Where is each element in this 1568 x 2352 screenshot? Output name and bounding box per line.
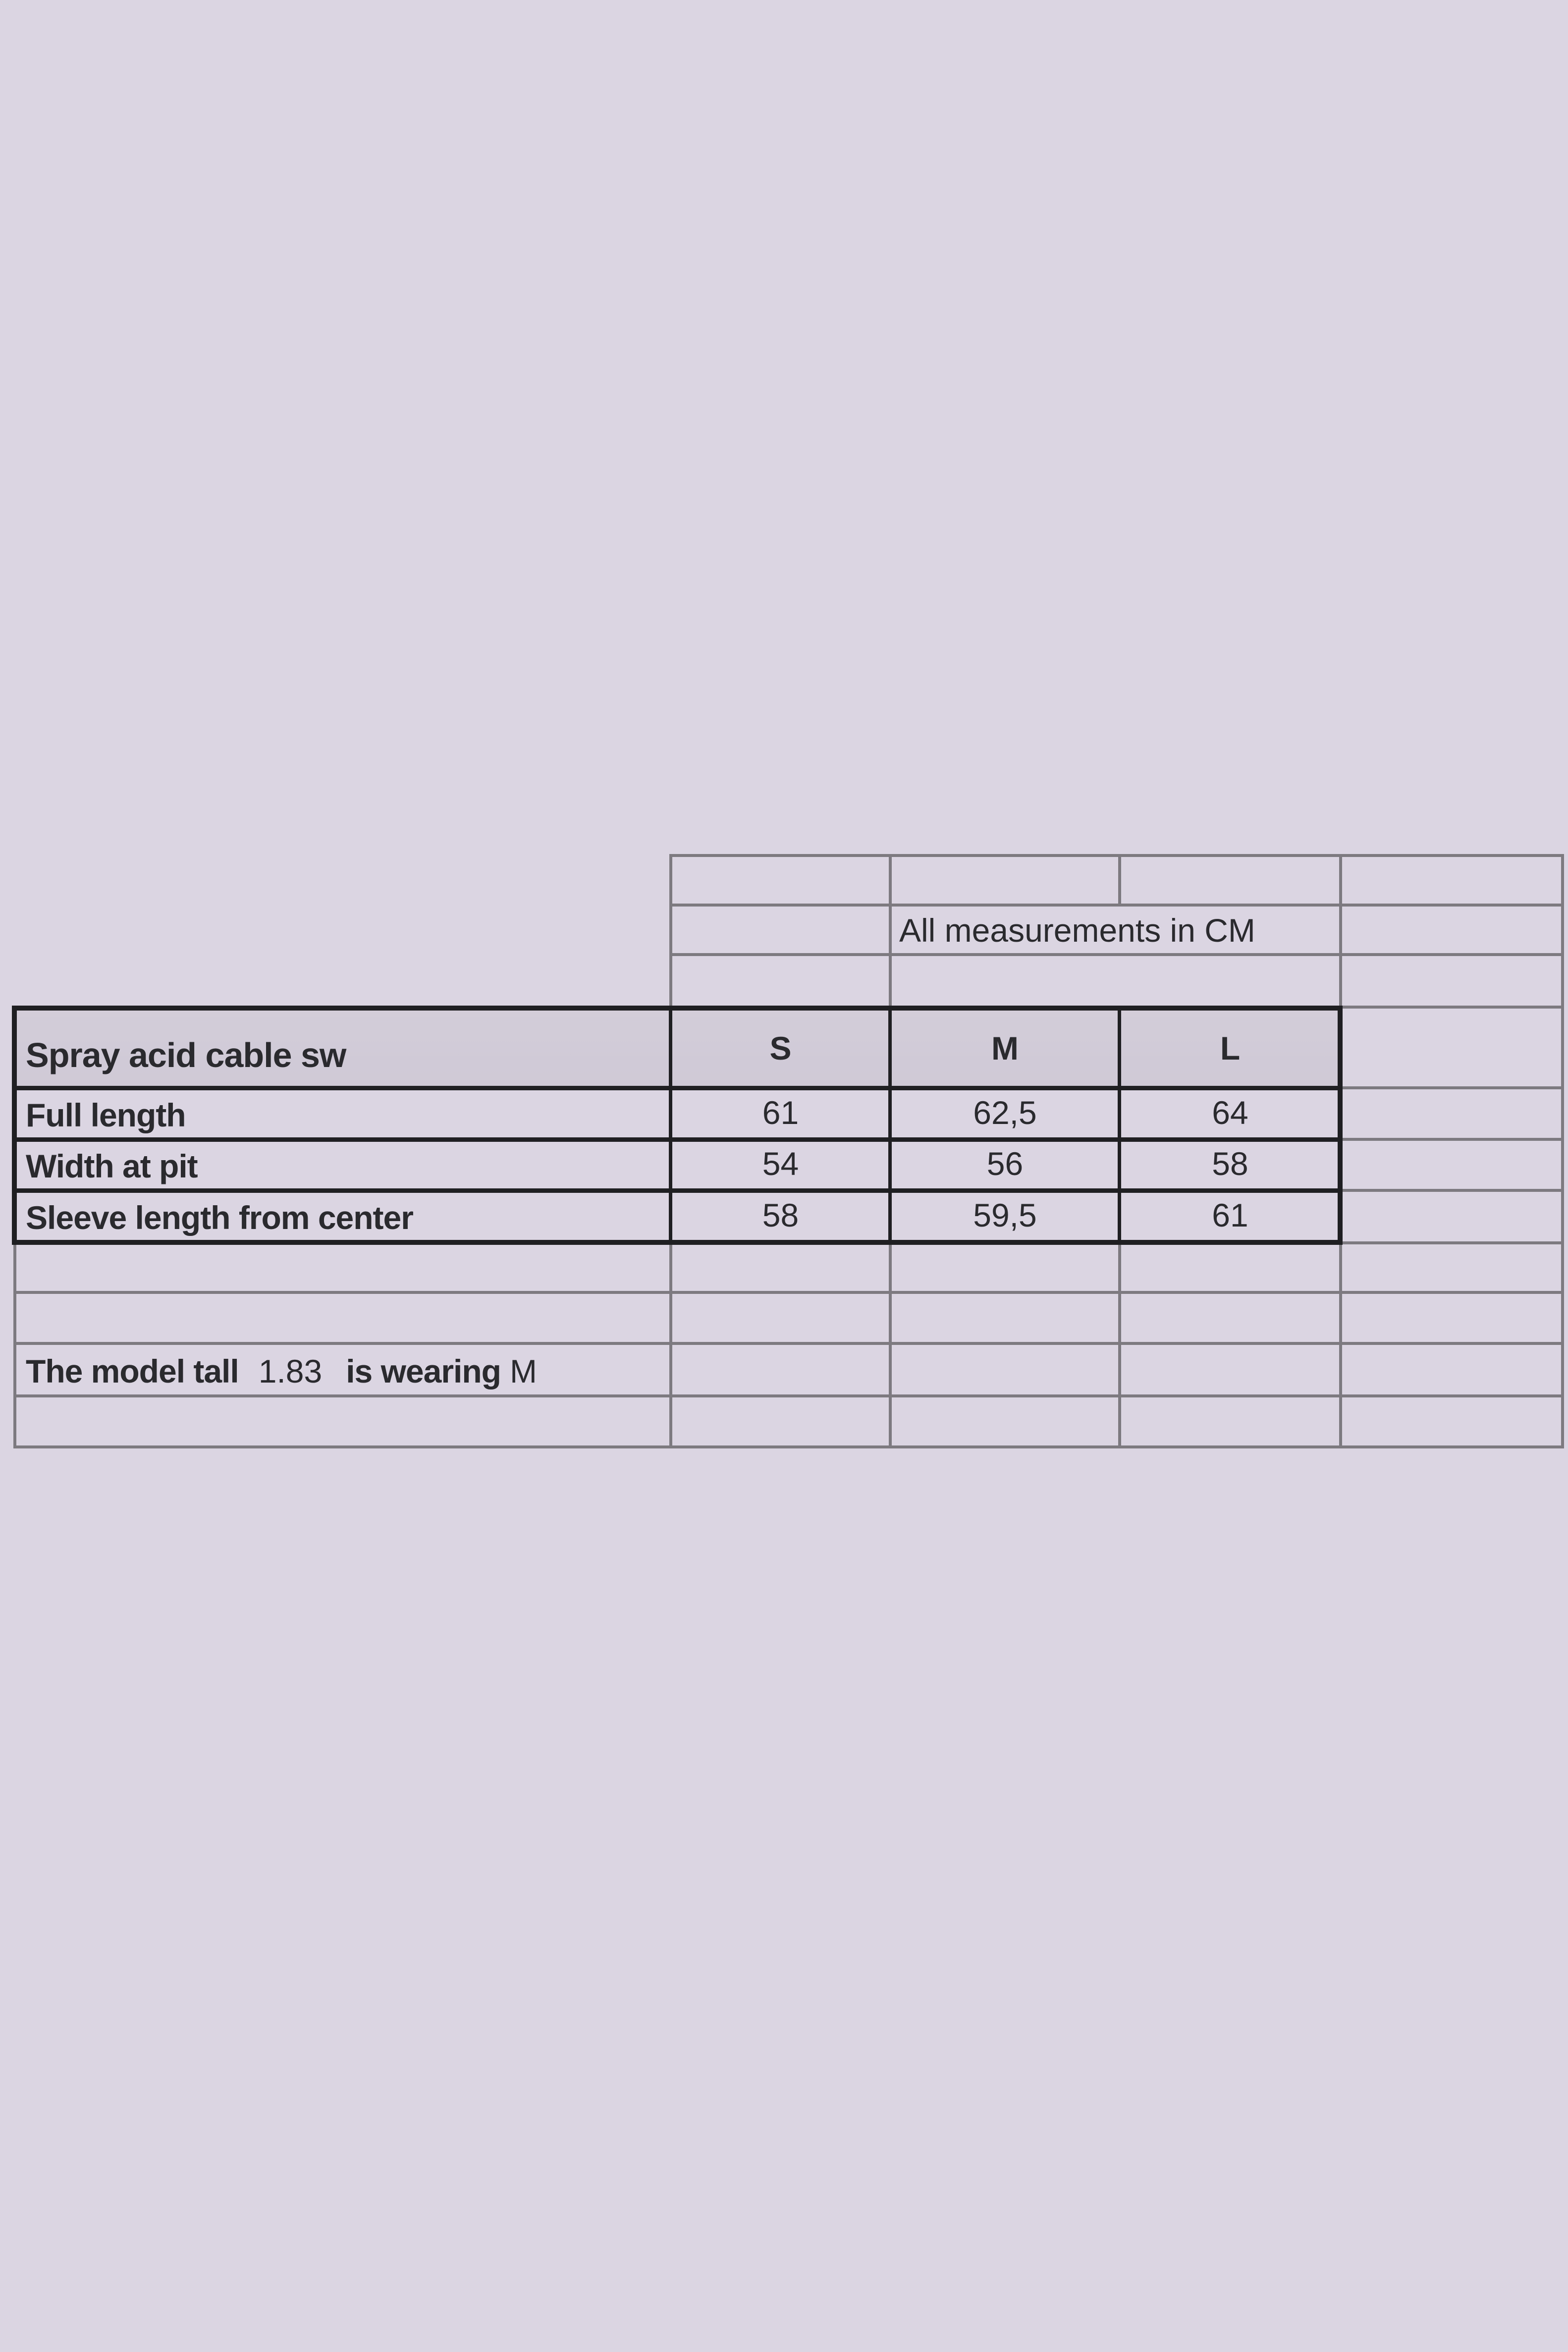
grid-line bbox=[1561, 854, 1564, 1448]
grid-line bbox=[13, 1342, 1563, 1345]
table-border bbox=[13, 1086, 1342, 1090]
grid-line bbox=[889, 854, 892, 1008]
grid-line bbox=[1118, 1243, 1121, 1447]
table-border bbox=[669, 1006, 672, 1245]
table-border bbox=[1338, 1006, 1343, 1245]
grid-line bbox=[671, 953, 1563, 956]
row-label: Full length bbox=[26, 1097, 186, 1133]
value-cell: 64 bbox=[1212, 1094, 1248, 1131]
model-height: 1.83 bbox=[258, 1353, 323, 1390]
value-cell: 58 bbox=[762, 1197, 799, 1233]
grid-line bbox=[13, 1394, 1563, 1397]
value-cell: 58 bbox=[1212, 1145, 1248, 1182]
grid-line bbox=[671, 904, 1563, 907]
table-border bbox=[888, 1006, 892, 1245]
value-cell: 61 bbox=[1212, 1197, 1248, 1233]
grid-line bbox=[889, 1243, 892, 1447]
grid-line bbox=[669, 1243, 672, 1447]
table-border bbox=[1118, 1006, 1121, 1245]
grid-line bbox=[13, 1445, 1563, 1448]
value-cell: 62,5 bbox=[973, 1094, 1037, 1131]
row-label: Width at pit bbox=[26, 1148, 198, 1184]
measurement-unit-note: All measurements in CM bbox=[899, 911, 1255, 949]
grid-line bbox=[1118, 854, 1121, 905]
row-label: Sleeve length from center bbox=[26, 1199, 414, 1236]
grid-line bbox=[1339, 1243, 1342, 1447]
grid-line bbox=[1341, 1006, 1563, 1009]
table-border bbox=[13, 1188, 1342, 1193]
model-middle: is wearing bbox=[346, 1353, 501, 1390]
size-header-m: M bbox=[991, 1030, 1019, 1067]
value-cell: 54 bbox=[762, 1145, 799, 1182]
table-border bbox=[12, 1006, 17, 1245]
size-header-l: L bbox=[1220, 1030, 1241, 1067]
grid-line bbox=[1339, 854, 1342, 1008]
value-cell: 59,5 bbox=[973, 1197, 1037, 1233]
product-title: Spray acid cable sw bbox=[26, 1036, 346, 1074]
table-border bbox=[13, 1137, 1342, 1142]
model-info: The model tall 1.83 is wearing M bbox=[26, 1348, 537, 1394]
grid-line bbox=[1341, 1086, 1563, 1089]
table-border bbox=[13, 1006, 1342, 1011]
model-size: M bbox=[509, 1353, 537, 1390]
header-band bbox=[16, 1010, 1338, 1088]
model-prefix: The model tall bbox=[26, 1353, 239, 1390]
grid-line bbox=[1341, 1241, 1563, 1244]
grid-line bbox=[671, 854, 1563, 857]
grid-line bbox=[13, 1243, 16, 1447]
grid-line bbox=[1341, 1189, 1563, 1192]
value-cell: 56 bbox=[986, 1145, 1024, 1182]
grid-line bbox=[1341, 1138, 1563, 1141]
value-cell: 61 bbox=[762, 1094, 799, 1131]
table-border bbox=[13, 1240, 1342, 1245]
size-header-s: S bbox=[769, 1030, 792, 1067]
grid-line bbox=[13, 1291, 1563, 1294]
grid-line bbox=[669, 854, 672, 1008]
